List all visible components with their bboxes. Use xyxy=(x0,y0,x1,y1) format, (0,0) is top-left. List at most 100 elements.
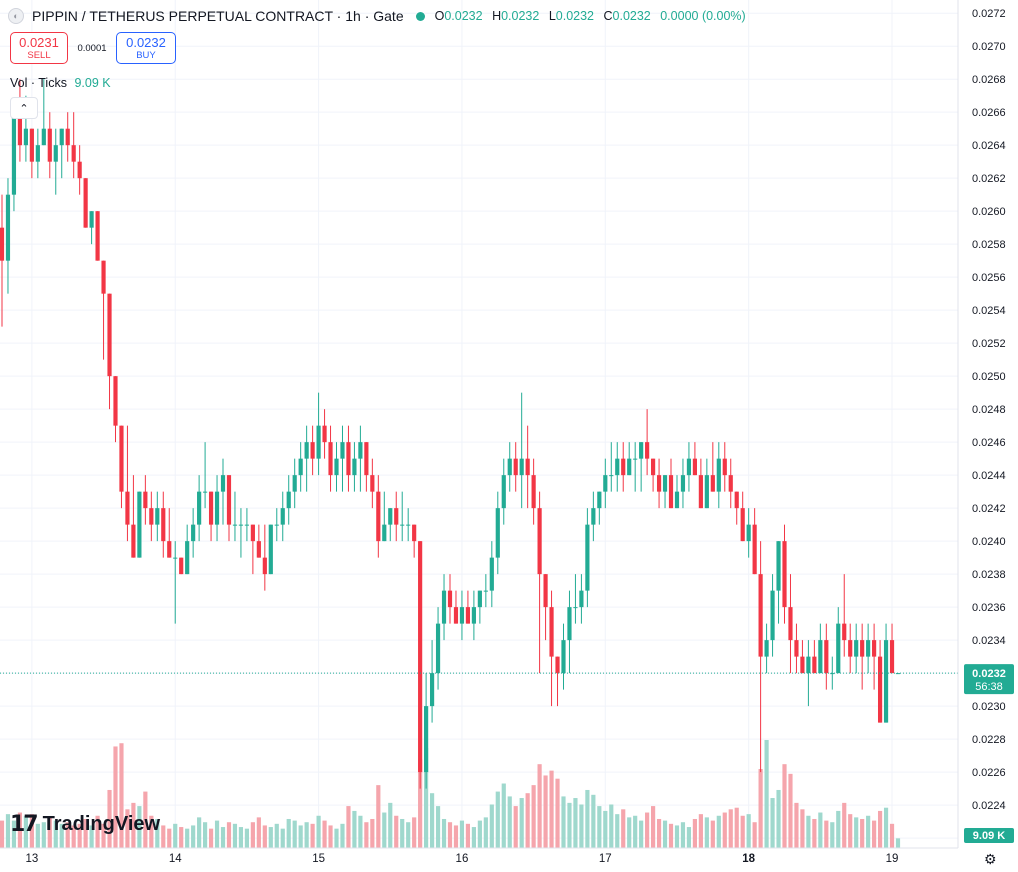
candle-body xyxy=(29,128,34,162)
candle-body xyxy=(125,491,130,525)
candle-body xyxy=(0,227,5,261)
candle-body xyxy=(591,508,596,525)
candle-body xyxy=(734,491,739,509)
price-tick-label: 0.0230 xyxy=(972,701,1006,713)
volume-bar xyxy=(883,807,889,848)
candle-body xyxy=(47,128,52,162)
candle-body xyxy=(53,145,58,162)
price-tick-label: 0.0228 xyxy=(972,734,1006,746)
candle-body xyxy=(621,458,626,476)
countdown-label: 56:38 xyxy=(975,681,1003,693)
volume-bar xyxy=(830,822,835,848)
candle-body xyxy=(507,458,512,476)
volume-bar xyxy=(746,814,751,848)
candle-body xyxy=(567,607,572,641)
candle-body xyxy=(477,590,482,608)
candle-body xyxy=(854,640,859,657)
volume-bar xyxy=(352,810,357,848)
sell-button[interactable]: 0.0231 SELL xyxy=(10,32,68,64)
volume-bar xyxy=(268,827,273,848)
volume-bar xyxy=(292,820,297,848)
candle-body xyxy=(89,211,94,228)
volume-bar xyxy=(782,764,787,848)
volume-bar xyxy=(710,820,715,848)
price-tick-label: 0.0234 xyxy=(972,635,1006,647)
candle-body xyxy=(429,673,435,707)
candle-body xyxy=(824,640,829,674)
candle-body xyxy=(382,524,387,542)
price-tick-label: 0.0254 xyxy=(972,305,1006,317)
volume-bar xyxy=(179,827,184,848)
tradingview-logo[interactable]: 17 TradingView xyxy=(10,812,160,837)
candle-body xyxy=(137,491,142,558)
candle-body xyxy=(358,442,363,459)
volume-bar xyxy=(250,822,255,848)
volume-bar xyxy=(316,815,321,848)
candle-body xyxy=(173,557,178,559)
time-tick-label: 18 xyxy=(742,853,755,865)
candle-body xyxy=(83,178,88,228)
volume-bar xyxy=(35,823,40,848)
candle-body xyxy=(668,475,674,509)
volume-bar xyxy=(621,809,626,848)
candle-body xyxy=(453,607,459,624)
candle-body xyxy=(889,640,895,674)
volume-bar xyxy=(208,828,214,848)
candle-body xyxy=(531,475,536,509)
volume-bar xyxy=(627,817,632,848)
volume-bar xyxy=(328,825,333,848)
volume-bar xyxy=(519,798,524,848)
candle-body xyxy=(214,491,220,525)
symbol-icon[interactable]: ◐ xyxy=(8,8,24,24)
candle-body xyxy=(848,640,853,657)
candle-body xyxy=(716,458,721,492)
volume-bar xyxy=(143,791,148,848)
volume-bar xyxy=(95,815,100,848)
volume-legend[interactable]: Vol · Ticks 9.09 K xyxy=(10,76,111,90)
volume-bar xyxy=(310,823,315,848)
gear-icon[interactable]: ⚙ xyxy=(984,851,997,867)
volume-bar xyxy=(662,820,668,848)
candle-body xyxy=(627,458,632,476)
candle-body xyxy=(424,706,429,773)
candle-body xyxy=(65,128,70,146)
time-tick-label: 17 xyxy=(599,853,612,865)
candle-body xyxy=(232,524,238,526)
volume-bar xyxy=(244,828,249,848)
candle-body xyxy=(710,475,715,492)
spread-value: 0.0001 xyxy=(77,42,107,54)
candle-body xyxy=(537,508,542,575)
candle-body xyxy=(400,524,405,526)
price-tick-label: 0.0236 xyxy=(972,602,1006,614)
candle-body xyxy=(304,442,309,459)
candle-body xyxy=(746,524,751,542)
chart-header: ◐ PIPPIN / TETHERUS PERPETUAL CONTRACT ·… xyxy=(8,6,746,26)
volume-bar xyxy=(728,809,733,848)
candle-body xyxy=(406,524,411,526)
candle-body xyxy=(113,376,118,426)
price-tick-label: 0.0262 xyxy=(972,173,1006,185)
volume-bar xyxy=(752,822,757,848)
chevron-up-icon[interactable]: ⌃ xyxy=(10,97,38,119)
volume-bar xyxy=(776,789,781,848)
symbol-title[interactable]: PIPPIN / TETHERUS PERPETUAL CONTRACT · 1… xyxy=(32,8,404,24)
volume-bar xyxy=(77,823,82,848)
candle-body xyxy=(776,541,781,591)
volume-bar xyxy=(872,820,877,848)
candle-body xyxy=(770,590,775,641)
candle-body xyxy=(262,557,267,575)
volume-bar xyxy=(788,773,793,848)
volume-bar xyxy=(59,823,64,848)
volume-bar xyxy=(866,815,871,848)
volume-bar xyxy=(286,818,291,848)
candle-body xyxy=(226,475,232,525)
volume-bar xyxy=(11,820,17,848)
volume-bar xyxy=(370,818,375,848)
volume-bar xyxy=(358,815,363,848)
volume-bar xyxy=(280,828,285,848)
price-tick-label: 0.0248 xyxy=(972,404,1006,416)
candle-body xyxy=(764,640,769,657)
buy-button[interactable]: 0.0232 BUY xyxy=(116,32,176,64)
candle-body xyxy=(191,524,196,542)
